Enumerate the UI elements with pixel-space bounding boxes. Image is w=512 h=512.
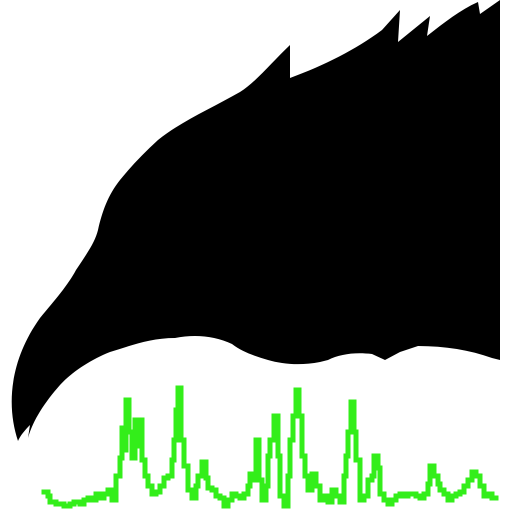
logo-canvas	[0, 0, 512, 512]
